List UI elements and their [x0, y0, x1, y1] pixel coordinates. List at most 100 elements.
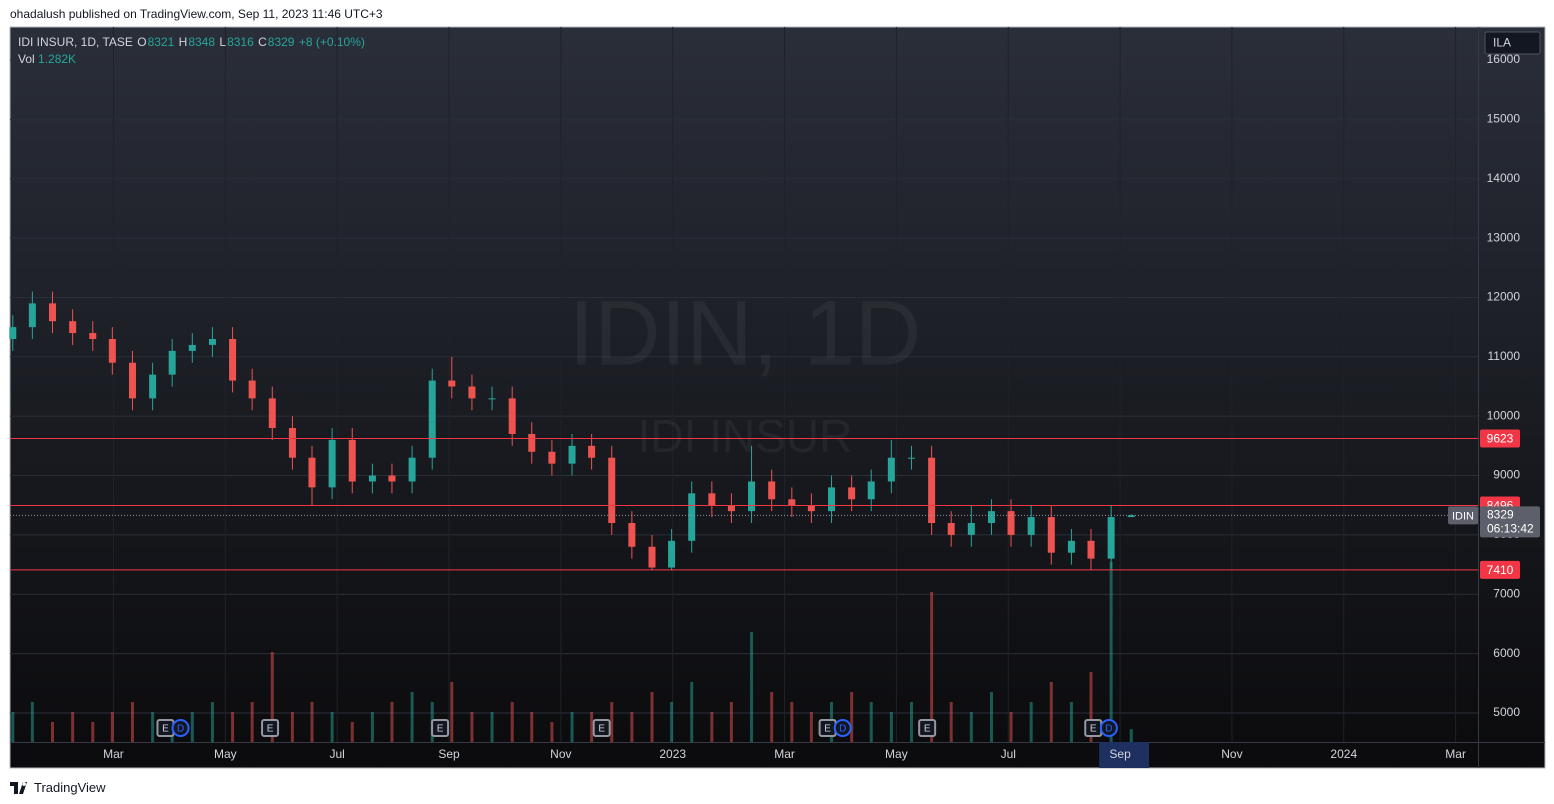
volume-bar: [590, 712, 594, 742]
countdown: 06:13:42: [1487, 522, 1534, 536]
x-tick-label: May: [214, 747, 237, 761]
event-box: [431, 719, 450, 737]
candle: [1127, 514, 1135, 518]
event-circle: [171, 719, 190, 737]
y-tick-label: 15000: [1487, 112, 1521, 126]
ohlc-legend: IDI INSUR, 1D, TASE O8321 H8348 L8316 C8…: [18, 35, 366, 49]
volume-bar: [949, 702, 953, 742]
event-marker[interactable]: E: [431, 719, 450, 737]
candle-body: [788, 499, 796, 506]
volume-bar: [250, 702, 254, 742]
currency-box[interactable]: [1484, 31, 1541, 55]
candle: [368, 463, 376, 494]
brand: TradingView: [34, 780, 106, 795]
candle-body: [887, 457, 895, 482]
event-marker[interactable]: E: [818, 719, 837, 737]
level-label: 7410: [1487, 563, 1514, 577]
watermark-name: IDI INSUR: [638, 410, 853, 462]
candle-body: [708, 493, 716, 506]
candle-body: [508, 398, 516, 434]
event-marker[interactable]: E: [1084, 719, 1103, 737]
event-marker[interactable]: E: [261, 719, 280, 737]
x-tick-label: Jul: [329, 747, 344, 761]
candle: [408, 445, 416, 494]
candle-body: [69, 321, 77, 334]
volume-bar: [1129, 729, 1133, 742]
candle-body: [348, 439, 356, 482]
volume-bar: [310, 702, 314, 742]
currency[interactable]: ILA: [1493, 36, 1511, 50]
event-marker[interactable]: E: [156, 719, 175, 737]
volume-bar: [610, 702, 614, 742]
event-box: [918, 719, 937, 737]
symbol-label: IDIN: [1452, 510, 1474, 522]
candle-body: [9, 327, 17, 339]
y-tick-label: 5000: [1493, 705, 1520, 719]
volume-bar: [650, 692, 654, 742]
event-label: E: [437, 724, 444, 735]
level-label: 9623: [1487, 432, 1514, 446]
candle-body: [168, 350, 176, 375]
candle-body: [328, 439, 336, 488]
volume-bar: [110, 712, 114, 742]
candle-body: [947, 523, 955, 535]
volume-bar: [1069, 702, 1073, 742]
candle-body: [308, 457, 316, 488]
volume-legend: Vol 1.282K: [18, 52, 76, 66]
candle: [488, 386, 496, 411]
candle-body: [28, 303, 36, 328]
candle: [828, 475, 836, 524]
volume-bar: [770, 692, 774, 742]
volume-bar: [869, 702, 873, 742]
volume-bar: [690, 682, 694, 742]
candle: [708, 481, 716, 518]
candle: [9, 315, 17, 351]
candle: [168, 339, 176, 387]
legend-high: 8348: [188, 35, 216, 49]
x-tick-label: Sep: [1109, 747, 1131, 761]
volume-bar: [130, 702, 134, 742]
candle-body: [668, 540, 676, 568]
volume-bar: [210, 702, 214, 742]
volume-bar: [390, 702, 394, 742]
candle-body: [928, 457, 936, 524]
volume-bar: [630, 712, 634, 742]
candle-body: [49, 303, 57, 322]
candle: [967, 505, 975, 547]
event-marker[interactable]: D: [171, 719, 190, 737]
event-label: E: [924, 724, 931, 735]
candle-body: [488, 398, 496, 400]
candle-body: [768, 481, 776, 500]
y-tick-label: 10000: [1487, 408, 1521, 422]
x-tick-label: May: [885, 747, 908, 761]
event-marker[interactable]: D: [833, 719, 852, 737]
event-marker[interactable]: E: [592, 719, 611, 737]
candle: [69, 309, 77, 345]
legend-open: 8321: [147, 35, 175, 49]
event-marker[interactable]: E: [918, 719, 937, 737]
event-label: E: [162, 724, 169, 735]
candle: [89, 321, 97, 351]
volume-bar: [470, 712, 474, 742]
x-tick-label: Mar: [774, 747, 795, 761]
candle-body: [807, 505, 815, 512]
candle: [248, 368, 256, 411]
candle: [328, 428, 336, 500]
event-marker[interactable]: D: [1099, 719, 1118, 737]
volume-bar: [490, 712, 494, 742]
candle: [1067, 528, 1075, 565]
x-tick-label: 2023: [659, 747, 686, 761]
level-tag: [1480, 560, 1520, 579]
candle-body: [967, 523, 975, 535]
candle: [308, 445, 316, 506]
candle-body: [108, 339, 116, 363]
volume-bar: [11, 712, 15, 742]
candle: [1007, 499, 1015, 547]
volume-bar: [30, 702, 34, 742]
candle: [268, 386, 276, 440]
chart-panel: [9, 26, 1546, 769]
event-label: D: [1105, 724, 1112, 735]
candle: [428, 368, 436, 470]
brand-logo: [10, 781, 27, 794]
